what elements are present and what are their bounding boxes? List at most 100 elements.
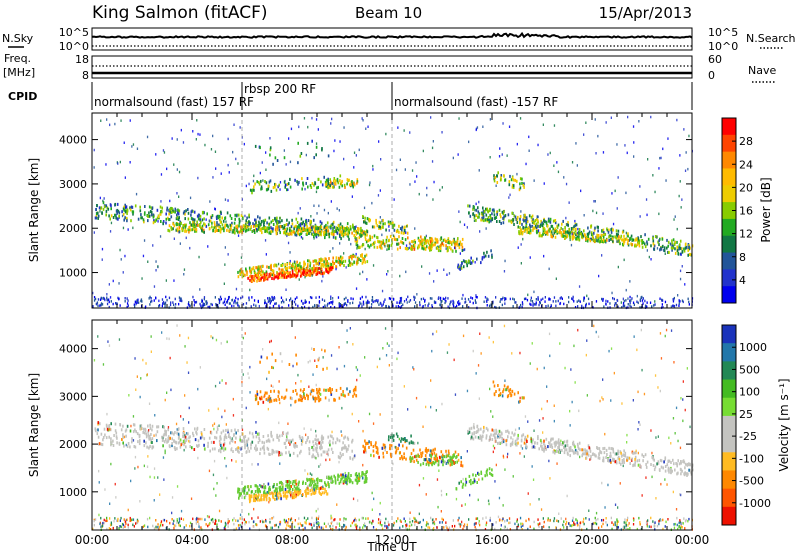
scatter-point [417,454,420,458]
scatter-point [654,300,656,303]
scatter-point [254,484,257,488]
scatter-point [307,259,309,263]
scatter-point [547,217,550,221]
scatter-point [112,216,115,219]
scatter-point [658,212,660,216]
scatter-point [390,435,392,439]
scatter-point [224,447,227,451]
scatter-point [344,228,347,232]
scatter-point [282,226,284,230]
scatter-point [489,214,491,217]
scatter-point [295,268,297,271]
scatter-point [344,435,346,439]
scatter-point [178,302,180,306]
scatter-point [484,254,487,258]
scatter-point [585,302,587,306]
scatter-point [298,125,300,129]
scatter-point [119,423,121,426]
scatter-point [315,446,317,450]
scatter-point [247,446,249,450]
scatter-point [414,240,416,244]
scatter-point [379,189,381,192]
scatter-point [449,301,452,304]
scatter-point [525,162,527,166]
scatter-point [167,438,170,442]
scatter-point [319,232,322,236]
scatter-point [457,243,459,247]
scatter-point [642,302,644,305]
scatter-point [233,221,236,225]
scatter-point [500,215,502,219]
scatter-point [201,299,203,303]
scatter-point [231,221,233,225]
scatter-point [333,149,335,153]
scatter-point [329,184,331,188]
y-tick-label: 4000 [59,134,87,147]
scatter-point [392,304,394,308]
scatter-point [375,445,378,449]
scatter-point [449,303,451,306]
scatter-point [189,304,191,308]
scatter-point [623,454,626,457]
scatter-point [97,435,100,439]
scatter-point [119,248,121,252]
scatter-point [396,228,399,232]
scatter-point [544,232,547,236]
scatter-point [280,225,282,228]
scatter-point [216,217,218,221]
scatter-point [339,480,342,484]
scatter-point [251,277,253,281]
scatter-point [179,445,182,449]
scatter-point [93,148,95,152]
scatter-point [504,178,506,182]
scatter-point [161,298,164,301]
scatter-point [341,179,343,183]
scatter-point [320,263,323,267]
scatter-point [348,260,351,264]
scatter-point [338,474,340,478]
scatter-point [338,396,341,400]
scatter-point [176,213,178,217]
scatter-point [242,435,245,439]
scatter-point [313,396,316,400]
scatter-point [177,427,180,431]
scatter-point [96,302,98,306]
scatter-point [380,241,383,245]
scatter-point [430,116,432,119]
scatter-point [456,460,458,464]
scatter-point [295,487,298,491]
scatter-point [365,127,367,130]
scatter-point [255,266,257,270]
scatter-point [362,243,365,247]
scatter-point [123,205,125,209]
scatter-point [342,441,344,445]
scatter-point [327,211,329,215]
scatter-point [281,268,284,272]
scatter-point [321,279,323,283]
scatter-point [277,262,280,266]
scatter-point [589,239,592,243]
scatter-point [261,275,263,279]
scatter-point [554,235,557,239]
scatter-point [286,188,288,192]
scatter-point [341,256,344,260]
scatter-point [279,220,281,224]
scatter-point [664,300,667,304]
scatter-point [278,451,280,454]
scatter-point [211,225,213,229]
scatter-point [274,297,276,300]
scatter-point [401,457,404,461]
scatter-point [92,305,94,308]
colorbar-tick-label: 16 [739,205,753,218]
scatter-point [507,394,510,398]
scatter-point [397,305,399,308]
scatter-point [638,239,641,243]
scatter-point [549,217,552,221]
scatter-point [320,493,322,496]
scatter-point [356,181,358,185]
scatter-point [332,297,334,300]
scatter-point [324,236,326,240]
scatter-point [678,194,680,198]
scatter-point [671,242,674,246]
nsearch-label: N.Search [746,32,796,45]
